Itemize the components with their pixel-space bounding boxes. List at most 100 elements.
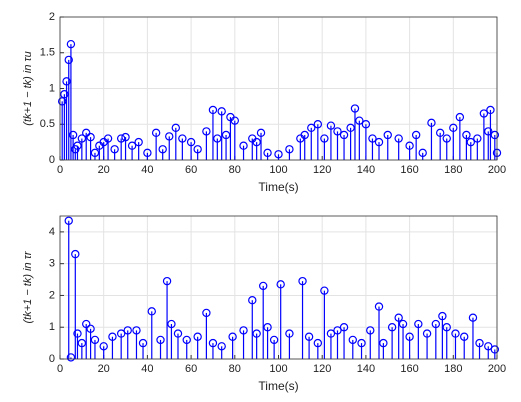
stem-marker (173, 329, 183, 338)
x-tick-label: 200 (488, 363, 506, 375)
x-tick-label: 80 (229, 363, 241, 375)
stem-marker (435, 128, 445, 138)
stem-marker (134, 137, 143, 147)
stem-marker (431, 319, 441, 329)
stem-marker (486, 105, 495, 115)
stem-marker (116, 329, 126, 338)
stem-marker (484, 127, 493, 136)
stem-marker (438, 311, 447, 321)
stem-marker (422, 329, 432, 338)
stem-marker (285, 329, 294, 338)
stem-marker (357, 338, 366, 348)
stem-marker (228, 332, 237, 341)
stem-marker (110, 145, 119, 154)
stem-marker (123, 326, 132, 335)
stem-marker (414, 319, 423, 329)
stem-marker (193, 145, 202, 154)
stem-marker (484, 342, 493, 351)
stem-marker (68, 130, 78, 140)
stem-marker (473, 134, 482, 143)
stem-marker (208, 338, 218, 348)
x-tick-label: 180 (444, 363, 462, 375)
stem-marker (455, 112, 465, 122)
stem-marker (427, 118, 436, 128)
x-tick-label: 20 (98, 164, 110, 176)
stem-marker (320, 134, 329, 143)
stem-marker (348, 335, 357, 345)
stem-marker (326, 121, 336, 130)
y-tick-label: 2 (49, 11, 55, 23)
stem-marker (162, 276, 172, 286)
stem-marker (313, 338, 323, 348)
stem-marker (451, 329, 460, 338)
stem-marker (90, 335, 100, 345)
stem-marker (248, 296, 257, 305)
stem-marker (394, 313, 403, 322)
stem-marker (475, 338, 484, 348)
x-tick-label: 200 (488, 164, 506, 176)
x-tick-label: 60 (185, 164, 197, 176)
stem-marker (151, 128, 161, 138)
x-tick-label: 100 (269, 164, 287, 176)
stem-marker (350, 104, 360, 113)
stem-marker (66, 353, 76, 362)
stem-marker (411, 130, 421, 140)
x-tick-label: 60 (185, 363, 197, 375)
stem-marker (307, 123, 316, 133)
stem-marker (82, 319, 91, 329)
stem-marker (143, 148, 152, 158)
stem-marker (213, 134, 222, 143)
x-tick-label: 0 (57, 363, 63, 375)
stem-marker (186, 137, 196, 147)
stem-marker (178, 134, 187, 143)
stem-marker (116, 134, 126, 143)
stem-marker (182, 335, 191, 345)
stem-marker (217, 107, 226, 116)
y-tick-label: 0 (49, 353, 55, 365)
stem-marker (64, 216, 73, 225)
stem-marker (355, 116, 364, 125)
stem-marker (230, 116, 239, 125)
y-tick-label: 4 (49, 226, 55, 238)
stem-marker (73, 141, 82, 150)
y-tick-label: 1.5 (40, 47, 55, 59)
y-axis-label: (tk+1 − tk) in τr (22, 250, 34, 323)
stem-marker (82, 128, 91, 138)
stem-marker (256, 128, 266, 138)
stem-marker (442, 323, 451, 332)
axes-box (59, 215, 498, 360)
y-tick-label: 2 (49, 289, 55, 301)
stem-marker (366, 326, 375, 335)
stem-marker (239, 326, 248, 335)
stem-marker (208, 105, 218, 115)
stem-marker (73, 329, 82, 338)
stem-marker (263, 323, 272, 332)
stem-marker (449, 123, 458, 133)
stem-marker (468, 313, 478, 322)
x-tick-label: 120 (313, 164, 331, 176)
stem-marker (108, 332, 117, 341)
stem-marker (462, 130, 471, 140)
stem-marker (346, 123, 355, 133)
y-tick-label: 3 (49, 258, 55, 270)
axes-box (59, 16, 498, 161)
stem-marker (86, 132, 95, 142)
x-tick-label: 100 (269, 363, 287, 375)
stem-marker (252, 329, 261, 338)
stem-marker (156, 335, 165, 345)
x-tick-label: 160 (400, 363, 418, 375)
stem-marker (333, 326, 342, 335)
stem-marker (374, 137, 384, 147)
stem-marker (418, 148, 427, 158)
stem-marker (276, 280, 285, 289)
x-tick-label: 140 (357, 363, 375, 375)
stem-marker (368, 134, 377, 143)
stem-marker (479, 109, 489, 118)
stem-marker (298, 276, 307, 286)
stem-marker (320, 286, 329, 295)
stem-marker (165, 132, 174, 141)
stem-marker (60, 90, 69, 99)
stem-marker (379, 338, 388, 348)
stem-marker (121, 132, 130, 142)
stem-marker (259, 281, 268, 291)
